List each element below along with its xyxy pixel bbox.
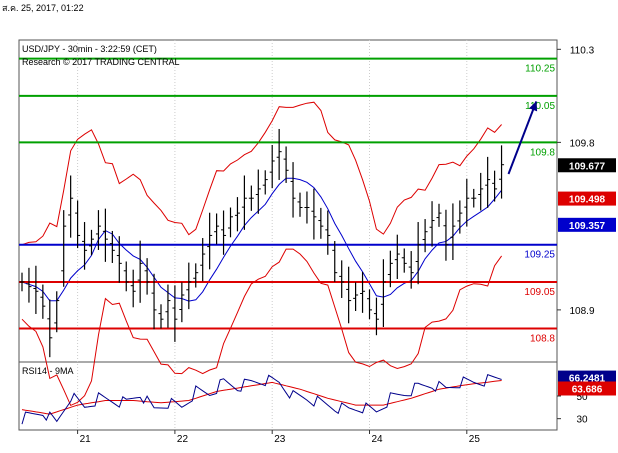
bollinger-upper <box>21 101 502 246</box>
rsi-tick-label: 30 <box>576 415 588 426</box>
rsi-tick-label: 50 <box>576 392 588 403</box>
rsi-value-text: 66.2481 <box>569 374 606 385</box>
rsi-title: RSI14 - 9MA <box>22 366 74 376</box>
x-tick-label: 22 <box>177 434 189 445</box>
instrument-title: USD/JPY - 30min - 3:22:59 (CET) <box>22 44 157 54</box>
level-label: 110.25 <box>525 64 555 75</box>
rsi-line <box>21 374 502 425</box>
level-label: 108.8 <box>530 333 555 344</box>
last-price-badge-text: 109.677 <box>569 161 606 172</box>
header-bar: ส.ค. 25, 2017, 01:22 <box>0 0 618 40</box>
rsi-ma-value-text: 63.686 <box>572 384 603 395</box>
x-tick-label: 21 <box>80 434 92 445</box>
level-label: 109.25 <box>524 250 555 261</box>
y-tick-label: 108.9 <box>569 306 594 317</box>
level-label: 109.8 <box>530 147 555 158</box>
rsi-ma-value-box <box>558 381 616 396</box>
x-tick-label: 24 <box>372 434 384 445</box>
ma-value-badge-text: 109.357 <box>569 221 606 232</box>
axis-layer: 21 22 23 24 25 110.3 109.8 108.9 109.677 109.498 1… <box>77 45 616 445</box>
ma-value-badge-box <box>558 217 616 232</box>
rsi-value-box <box>558 370 616 385</box>
timestamp: ส.ค. 25, 2017, 01:22 <box>2 3 84 13</box>
ohlc-bars <box>19 128 505 358</box>
level-label: 110.05 <box>525 101 555 112</box>
bollinger-bands <box>21 101 503 407</box>
overlay-layer <box>507 101 538 175</box>
forecast-arrow-head <box>529 101 538 112</box>
moving-average <box>21 177 502 302</box>
y-tick-label: 109.8 <box>569 138 594 149</box>
copyright-label: Research © 2017 TRADING CENTRAL <box>22 57 180 67</box>
level-label: 109.05 <box>524 287 555 298</box>
price-panel-frame <box>18 39 558 363</box>
y-tick-label: 110.3 <box>570 45 595 56</box>
upper-band-badge-text: 109.498 <box>569 195 606 206</box>
x-tick-label: 25 <box>469 434 481 445</box>
last-price-badge-box <box>558 158 616 173</box>
forecast-arrow <box>507 101 538 175</box>
x-tick-label: 23 <box>274 434 286 445</box>
support-resistance-levels: 110.25 110.05 109.8 109.25 109.05 108.8 <box>19 57 557 344</box>
bollinger-lower <box>21 248 503 407</box>
upper-band-badge-box <box>558 191 616 206</box>
